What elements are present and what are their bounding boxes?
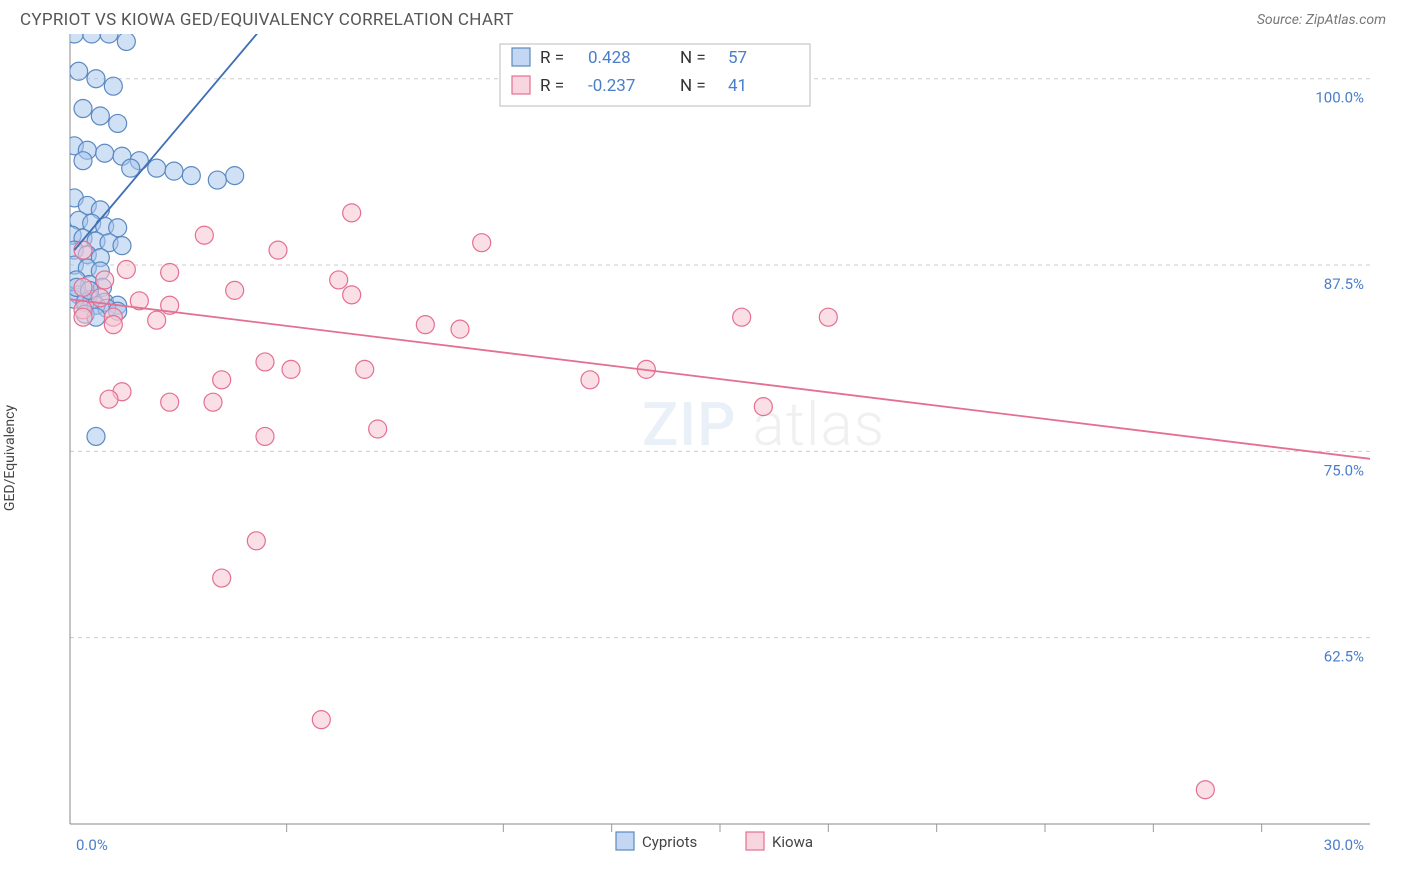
data-point [282,360,300,378]
legend-r-value: 0.428 [588,48,631,68]
data-point [754,398,772,416]
data-point [109,114,127,132]
data-point [83,34,101,43]
y-tick-label: 100.0% [1315,89,1364,107]
legend-swatch [512,76,530,94]
legend-r-value: -0.237 [588,76,635,96]
data-point [161,263,179,281]
data-point [195,226,213,244]
data-point [247,532,265,550]
data-point [416,316,434,334]
data-point [581,371,599,389]
data-point [213,371,231,389]
legend-r-label: R = [540,76,564,96]
data-point [91,107,109,125]
data-point [96,144,114,162]
data-point [104,316,122,334]
legend-swatch [746,832,764,850]
watermark: atlas [753,389,886,460]
chart-title: CYPRIOT VS KIOWA GED/EQUIVALENCY CORRELA… [20,10,514,30]
data-point [104,77,122,95]
legend-n-value: 57 [728,48,747,68]
source-label: Source: ZipAtlas.com [1257,12,1386,28]
y-tick-label: 62.5% [1324,648,1364,666]
legend-swatch [512,48,530,66]
legend-r-label: R = [540,48,564,68]
data-point [65,34,83,43]
data-point [204,393,222,411]
data-point [369,420,387,438]
data-point [343,204,361,222]
data-point [117,34,135,50]
data-point [226,167,244,185]
data-point [330,271,348,289]
data-point [343,286,361,304]
legend-label: Cypriots [642,833,697,851]
data-point [819,308,837,326]
y-axis-label: GED/Equivalency [2,405,18,511]
legend-n-label: N = [680,48,706,68]
data-point [161,393,179,411]
data-point [165,162,183,180]
data-point [100,390,118,408]
data-point [226,281,244,299]
legend-label: Kiowa [772,833,813,851]
legend-swatch [616,832,634,850]
data-point [733,308,751,326]
data-point [312,711,330,729]
data-point [1196,781,1214,799]
data-point [70,62,88,80]
chart-container: GED/Equivalency 62.5%75.0%87.5%100.0%0.0… [20,34,1386,882]
data-point [208,171,226,189]
data-point [122,159,140,177]
data-point [74,100,92,118]
data-point [148,159,166,177]
data-point [96,271,114,289]
data-point [87,70,105,88]
data-point [269,241,287,259]
data-point [256,353,274,371]
data-point [182,167,200,185]
data-point [74,278,92,296]
data-point [74,241,92,259]
legend-n-label: N = [680,76,706,96]
data-point [473,234,491,252]
data-point [74,152,92,170]
data-point [113,237,131,255]
y-tick-label: 75.0% [1324,461,1364,479]
data-point [100,34,118,43]
x-tick-label: 0.0% [76,836,108,854]
data-point [148,311,166,329]
x-tick-label: 30.0% [1324,836,1364,854]
data-point [117,261,135,279]
watermark: ZIP [642,389,736,460]
scatter-chart: 62.5% 75.0% 87.5% 100.0% 0.0% 30.0% ZIPatlas R … [20,34,1386,882]
data-point [87,427,105,445]
data-point [356,360,374,378]
data-point [213,569,231,587]
data-point [74,308,92,326]
data-point [256,427,274,445]
y-tick-label: 87.5% [1324,275,1364,293]
data-point [451,320,469,338]
legend-n-value: 41 [728,76,747,96]
